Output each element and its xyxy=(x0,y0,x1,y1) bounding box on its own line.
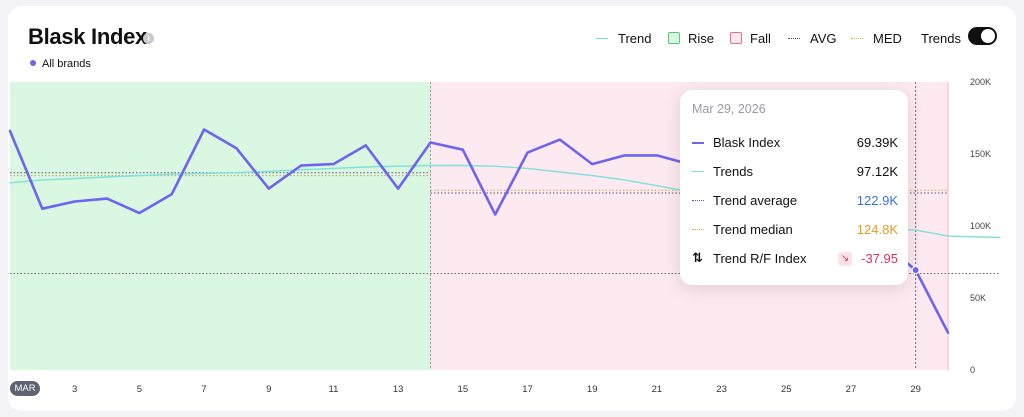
brand-filter[interactable]: All brands xyxy=(30,58,91,70)
tooltip-value: 69.39K xyxy=(856,135,898,150)
x-tick-label: 17 xyxy=(522,384,533,395)
chart-legend: Trend Rise Fall AVG MED Trends xyxy=(8,30,1016,46)
avg-line-icon xyxy=(692,200,704,209)
index-line-icon xyxy=(692,142,704,152)
chart-tooltip: Mar 29, 2026 Blask Index 69.39K Trends 9… xyxy=(680,90,908,285)
x-axis-ticks: 3 5 7 9 11 13 15 17 19 21 23 25 27 29 xyxy=(72,384,921,395)
x-tick-label: 13 xyxy=(393,384,404,395)
tooltip-value: -37.95 xyxy=(861,251,898,266)
tooltip-date: Mar 29, 2026 xyxy=(692,102,766,116)
rise-swatch-icon xyxy=(668,32,680,44)
med-line-icon xyxy=(851,37,863,39)
tooltip-row-median: Trend median 124.8K xyxy=(692,222,898,240)
tooltip-row-index: Blask Index 69.39K xyxy=(692,135,898,153)
brand-filter-label: All brands xyxy=(42,58,91,70)
region-rise xyxy=(10,82,431,370)
hover-point[interactable] xyxy=(911,265,920,275)
avg-line-icon xyxy=(788,37,800,39)
x-tick-label: 29 xyxy=(910,384,921,395)
legend-item-trend[interactable]: Trend xyxy=(596,30,651,46)
legend-label-avg: AVG xyxy=(810,30,837,46)
toggle-knob xyxy=(981,29,995,43)
legend-label-med: MED xyxy=(873,30,902,46)
legend-label-trend: Trend xyxy=(618,30,652,46)
trend-line-icon xyxy=(596,37,608,39)
tooltip-label: Trend median xyxy=(713,222,793,237)
y-tick-label: 150K xyxy=(970,149,991,159)
x-tick-label: 7 xyxy=(201,384,206,395)
x-tick-label: 23 xyxy=(716,384,727,395)
x-tick-label: 9 xyxy=(266,384,271,395)
x-tick-label: 19 xyxy=(587,384,598,395)
x-tick-label: 11 xyxy=(329,384,339,395)
tooltip-label: Trend average xyxy=(713,193,798,208)
legend-item-avg[interactable]: AVG xyxy=(788,30,837,46)
fall-swatch-icon xyxy=(730,32,742,44)
brand-dot-icon xyxy=(30,60,36,66)
med-line-icon xyxy=(692,229,704,238)
info-icon[interactable]: i xyxy=(143,33,154,44)
x-tick-label: 25 xyxy=(781,384,792,395)
tooltip-row-rf-index: ⇅ Trend R/F Index ↘ -37.95 xyxy=(692,250,898,269)
tooltip-value: 124.8K xyxy=(856,222,898,237)
y-tick-label: 200K xyxy=(970,77,991,87)
tooltip-row-average: Trend average 122.9K xyxy=(692,193,898,211)
tooltip-row-trends: Trends 97.12K xyxy=(692,164,898,182)
trend-line-icon xyxy=(692,171,704,180)
tooltip-label: Blask Index xyxy=(713,135,781,150)
legend-item-fall[interactable]: Fall xyxy=(730,30,771,46)
y-tick-label: 100K xyxy=(970,221,991,231)
x-tick-label: 27 xyxy=(846,384,857,395)
x-tick-label: 15 xyxy=(458,384,469,395)
arrows-up-down-icon: ⇅ xyxy=(692,250,703,265)
page-title: Blask Index xyxy=(28,24,147,49)
tooltip-value: 122.9K xyxy=(856,193,898,208)
month-pill-label: MAR xyxy=(14,383,36,394)
legend-item-rise[interactable]: Rise xyxy=(668,30,714,46)
legend-label-fall: Fall xyxy=(750,30,771,46)
trends-toggle[interactable] xyxy=(968,27,997,45)
tooltip-value: 97.12K xyxy=(856,164,898,179)
month-pill[interactable]: MAR xyxy=(10,381,40,396)
tooltip-label: Trends xyxy=(713,164,753,179)
y-tick-label: 0 xyxy=(970,365,975,375)
legend-label-rise: Rise xyxy=(688,30,715,46)
y-axis-ticks: 0 50K 100K 150K 200K xyxy=(970,77,991,375)
arrow-down-right-icon: ↘ xyxy=(838,252,852,266)
x-tick-label: 5 xyxy=(137,384,142,395)
y-tick-label: 50K xyxy=(970,293,986,303)
trends-toggle-label: Trends xyxy=(921,30,961,46)
x-tick-label: 21 xyxy=(652,384,663,395)
x-tick-label: 3 xyxy=(72,384,77,395)
tooltip-label: Trend R/F Index xyxy=(713,251,807,266)
trends-toggle-label-wrap: Trends xyxy=(921,30,961,46)
legend-item-med[interactable]: MED xyxy=(851,30,902,46)
